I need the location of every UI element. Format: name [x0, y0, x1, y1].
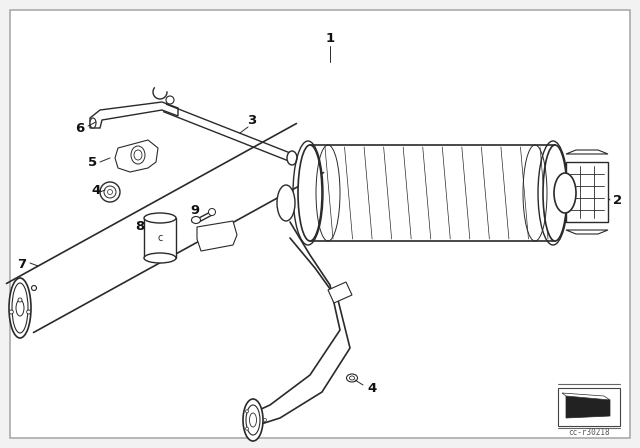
- Ellipse shape: [191, 216, 200, 224]
- Ellipse shape: [543, 145, 567, 241]
- Ellipse shape: [264, 418, 266, 422]
- Ellipse shape: [18, 298, 22, 302]
- Polygon shape: [566, 396, 610, 418]
- Text: 9: 9: [191, 203, 200, 216]
- Polygon shape: [562, 393, 610, 400]
- Ellipse shape: [250, 413, 257, 427]
- Ellipse shape: [246, 427, 248, 430]
- Ellipse shape: [144, 213, 176, 223]
- Ellipse shape: [287, 151, 297, 165]
- Bar: [310, 145, 555, 241]
- Ellipse shape: [554, 173, 576, 213]
- Polygon shape: [566, 230, 608, 234]
- Ellipse shape: [346, 374, 358, 382]
- Ellipse shape: [166, 96, 174, 104]
- Text: 8: 8: [136, 220, 145, 233]
- Ellipse shape: [27, 310, 31, 314]
- Text: c: c: [157, 233, 163, 243]
- Text: 4: 4: [92, 184, 100, 197]
- Text: cc-r30218: cc-r30218: [568, 427, 610, 436]
- Ellipse shape: [90, 118, 96, 128]
- Ellipse shape: [16, 300, 24, 316]
- Polygon shape: [328, 282, 352, 303]
- Polygon shape: [90, 102, 178, 128]
- Polygon shape: [115, 140, 158, 172]
- Ellipse shape: [144, 253, 176, 263]
- Ellipse shape: [349, 376, 355, 380]
- Ellipse shape: [243, 399, 263, 441]
- Ellipse shape: [246, 405, 260, 435]
- Ellipse shape: [131, 146, 145, 164]
- Text: 3: 3: [248, 113, 257, 126]
- Ellipse shape: [10, 310, 13, 314]
- Ellipse shape: [134, 150, 142, 160]
- Ellipse shape: [246, 410, 248, 413]
- Polygon shape: [566, 150, 608, 154]
- Ellipse shape: [108, 190, 113, 194]
- Ellipse shape: [9, 278, 31, 338]
- Text: 7: 7: [17, 258, 27, 271]
- Polygon shape: [197, 221, 237, 251]
- Ellipse shape: [277, 185, 295, 221]
- Ellipse shape: [100, 182, 120, 202]
- Bar: [558, 388, 620, 426]
- Bar: [144, 218, 176, 258]
- Text: 5: 5: [88, 155, 97, 168]
- Ellipse shape: [209, 208, 216, 215]
- Text: 2: 2: [613, 194, 623, 207]
- Bar: [566, 162, 608, 222]
- Ellipse shape: [12, 283, 28, 333]
- Ellipse shape: [104, 186, 116, 198]
- Text: 1: 1: [325, 31, 335, 44]
- Text: 4: 4: [367, 382, 376, 395]
- Ellipse shape: [298, 145, 322, 241]
- Text: 6: 6: [76, 121, 84, 134]
- Ellipse shape: [31, 285, 36, 290]
